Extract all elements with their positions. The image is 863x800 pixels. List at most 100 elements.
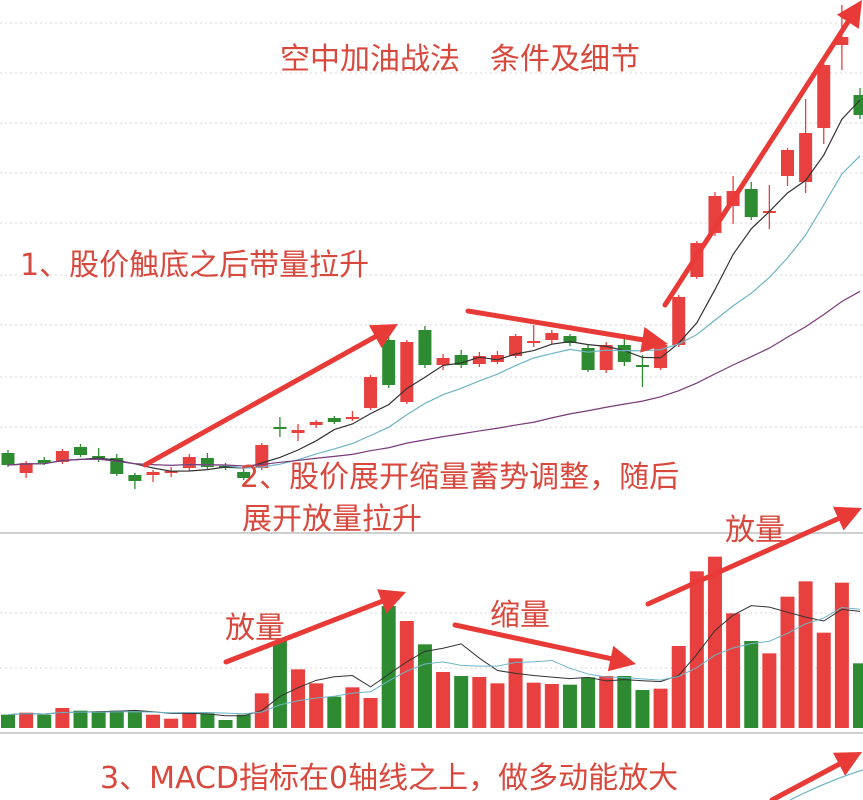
- candle-body: [19, 463, 33, 473]
- volume-ma10-line: [7, 606, 861, 716]
- volume-average-lines: [7, 605, 861, 717]
- candle-body: [128, 475, 142, 481]
- volume-bar: [200, 713, 215, 728]
- candle-body: [327, 418, 341, 422]
- volume-bar: [490, 683, 505, 728]
- ma30-line: [7, 290, 861, 467]
- volume-bar: [780, 596, 795, 728]
- volume-bar: [73, 710, 88, 728]
- volume-bar: [218, 720, 233, 728]
- arrow-head: [832, 752, 862, 776]
- candle-body: [273, 427, 287, 429]
- volume-bar: [726, 613, 741, 728]
- arrow-shaft: [452, 622, 614, 662]
- volume-bar: [653, 688, 668, 728]
- volume-bar: [1, 714, 15, 728]
- arrow-shaft: [769, 761, 842, 800]
- arrow-shaft: [223, 598, 385, 665]
- candle-body: [92, 456, 106, 458]
- volume-bar: [91, 712, 106, 728]
- volume-bar: [127, 710, 142, 728]
- volume-bar: [55, 708, 70, 728]
- arrow-head: [368, 324, 398, 349]
- candle-body: [581, 348, 595, 370]
- candle-body: [509, 336, 523, 356]
- volume-bar: [363, 698, 378, 728]
- annotation-volume-up-2: 放量: [725, 513, 785, 548]
- annotation-point-2-line1: 2、股价展开缩量蓄势调整，随后: [240, 460, 680, 495]
- volume-bar: [635, 690, 650, 728]
- volume-bar: [562, 684, 577, 728]
- volume-bar: [508, 658, 523, 728]
- candle-body: [527, 341, 541, 343]
- arrow-head: [377, 589, 406, 614]
- annotation-point-2-line2: 展开放量拉升: [242, 502, 422, 537]
- volume-bar: [762, 653, 777, 728]
- arrow-head: [832, 506, 862, 531]
- candle-body: [799, 133, 813, 182]
- candle-body: [599, 345, 613, 370]
- volume-bar: [834, 582, 849, 728]
- macd-line: [789, 769, 863, 800]
- candle-body: [418, 330, 432, 365]
- grid-lines: [0, 22, 863, 669]
- candle-body: [291, 430, 305, 433]
- candle-body: [454, 355, 468, 365]
- arrow-head: [607, 645, 636, 672]
- candle-body: [164, 471, 178, 473]
- candle-body: [817, 65, 831, 128]
- moving-average-lines: [7, 99, 861, 472]
- volume-bar: [182, 712, 197, 728]
- candle-body: [382, 340, 396, 385]
- volume-bar: [236, 714, 251, 728]
- arrow-head: [836, 0, 862, 29]
- volume-bar: [744, 641, 759, 728]
- volume-bar: [345, 687, 360, 728]
- volume-bar: [853, 663, 863, 728]
- candlesticks: [1, 5, 863, 489]
- candle-body: [436, 358, 450, 365]
- candle-body: [654, 345, 668, 368]
- candle-body: [200, 458, 214, 467]
- volume-bar: [689, 571, 704, 728]
- candle-body: [1, 453, 15, 465]
- candle-body: [617, 345, 631, 362]
- volume-bars: [1, 556, 863, 728]
- annotation-volume-down: 缩量: [490, 598, 550, 633]
- volume-bar: [617, 676, 632, 728]
- volume-bar: [798, 581, 813, 728]
- candle-body: [672, 297, 686, 345]
- candle-body: [744, 189, 758, 217]
- volume-bar: [19, 712, 34, 728]
- candle-body: [490, 355, 504, 362]
- arrow-shaft: [645, 516, 841, 607]
- annotation-volume-up-1: 放量: [225, 611, 285, 646]
- volume-bar: [309, 683, 324, 728]
- volume-bar: [381, 606, 396, 728]
- volume-bar: [526, 682, 541, 728]
- annotation-point-3: 3、MACD指标在0轴线之上，做多动能放大: [100, 761, 679, 796]
- candle-body: [545, 333, 559, 340]
- candle-body: [74, 447, 88, 455]
- volume-bar: [327, 696, 342, 728]
- volume-bar: [399, 621, 414, 728]
- candle-body: [182, 457, 196, 468]
- volume-bar: [146, 714, 161, 728]
- volume-bar: [291, 669, 306, 728]
- volume-bar: [671, 646, 686, 728]
- volume-bar: [581, 677, 596, 728]
- arrow-shaft: [142, 334, 378, 468]
- candle-body: [309, 422, 323, 425]
- candle-body: [835, 37, 849, 45]
- candle-body: [55, 451, 69, 462]
- volume-bar: [816, 632, 831, 728]
- annotation-point-1: 1、股价触底之后带量拉升: [20, 248, 370, 283]
- volume-bar: [109, 710, 124, 728]
- candle-body: [853, 95, 863, 115]
- volume-bar: [272, 641, 287, 728]
- candle-body: [364, 377, 378, 408]
- volume-bar: [472, 677, 487, 728]
- arrow-shaft: [662, 19, 851, 308]
- volume-bar: [454, 676, 469, 728]
